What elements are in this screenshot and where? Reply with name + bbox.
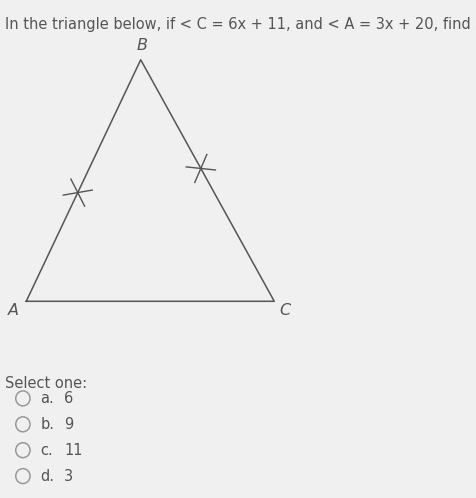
Text: Select one:: Select one:: [5, 376, 87, 391]
Text: b.: b.: [40, 417, 54, 432]
Text: C: C: [278, 303, 290, 318]
Text: A: A: [7, 303, 19, 318]
Text: 6: 6: [64, 391, 73, 406]
Text: 11: 11: [64, 443, 83, 458]
Text: In the triangle below, if < C = 6x + 11, and < A = 3x + 20, find x.: In the triangle below, if < C = 6x + 11,…: [5, 17, 476, 32]
Text: 3: 3: [64, 469, 73, 484]
Text: a.: a.: [40, 391, 54, 406]
Text: B: B: [136, 38, 147, 53]
Text: d.: d.: [40, 469, 54, 484]
Text: c.: c.: [40, 443, 53, 458]
Text: 9: 9: [64, 417, 73, 432]
